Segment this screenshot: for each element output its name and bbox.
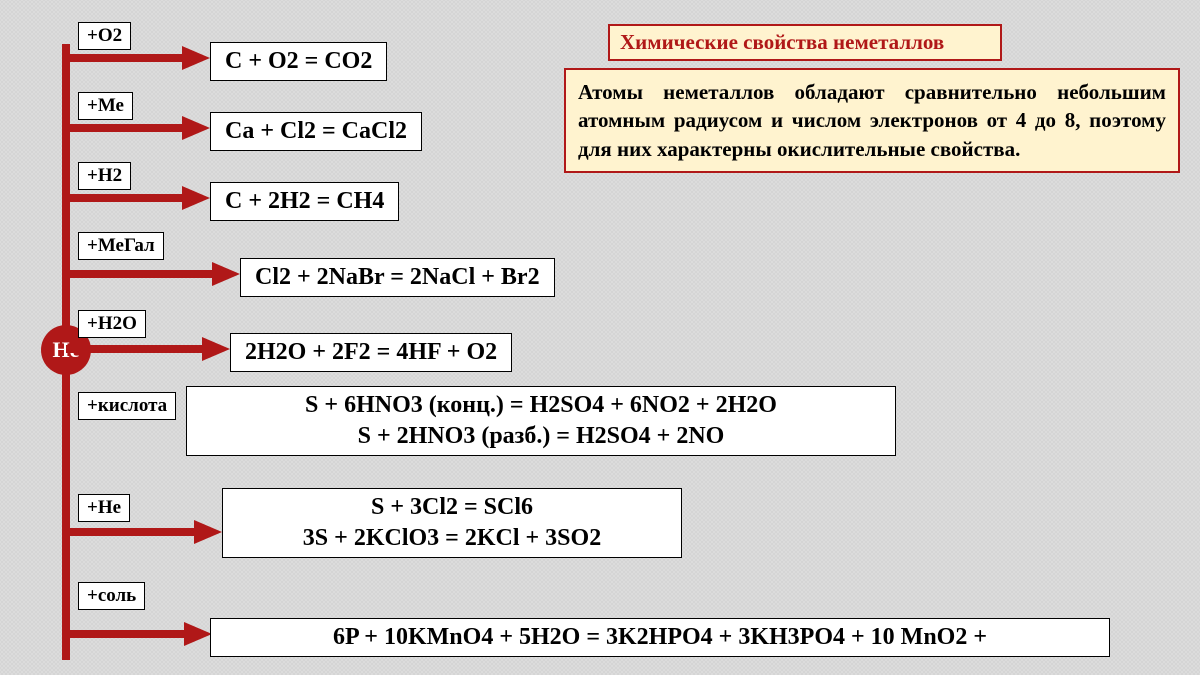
- category-label: +соль: [87, 585, 136, 606]
- category-box: +H2O: [78, 310, 146, 338]
- branch-arrow-line: [66, 54, 184, 62]
- branch-arrow-line: [66, 124, 184, 132]
- equation-text: 6P + 10KMnO4 + 5H2O = 3K2HPO4 + 3KH3PO4 …: [333, 624, 987, 650]
- branch-arrow-line: [66, 528, 196, 536]
- equation-box: 6P + 10KMnO4 + 5H2O = 3K2HPO4 + 3KH3PO4 …: [210, 618, 1110, 657]
- equation-box: Ca + Cl2 = CaCl2: [210, 112, 422, 151]
- description-box: Атомы неметаллов обладают сравнительно н…: [564, 68, 1180, 173]
- equation-box: Cl2 + 2NaBr = 2NaCl + Br2: [240, 258, 555, 297]
- branch-arrow-head: [184, 622, 212, 646]
- equation-box: С + О2 = СО2: [210, 42, 387, 81]
- branch-arrow-head: [182, 46, 210, 70]
- branch-arrow-line: [66, 345, 204, 353]
- branch-arrow-line: [66, 630, 186, 638]
- branch-arrow-head: [182, 116, 210, 140]
- category-label: +H2O: [87, 313, 137, 334]
- equation-box: S + 3Cl2 = SCl6 3S + 2KClO3 = 2KCl + 3SO…: [222, 488, 682, 558]
- branch-arrow-head: [202, 337, 230, 361]
- title-text: Химические свойства неметаллов: [620, 30, 944, 54]
- title-box: Химические свойства неметаллов: [608, 24, 1002, 61]
- category-box: +МеГал: [78, 232, 164, 260]
- equation-text: Cl2 + 2NaBr = 2NaCl + Br2: [255, 264, 540, 290]
- category-box: +соль: [78, 582, 145, 610]
- category-label: +Не: [87, 497, 121, 518]
- branch-arrow-head: [212, 262, 240, 286]
- category-label: +кислота: [87, 395, 167, 416]
- equation-box: С + 2Н2 = СН4: [210, 182, 399, 221]
- category-box: +Ме: [78, 92, 133, 120]
- category-box: +Не: [78, 494, 130, 522]
- category-label: +Ме: [87, 95, 124, 116]
- category-box: +Н2: [78, 162, 131, 190]
- branch-arrow-head: [194, 520, 222, 544]
- equation-text: Ca + Cl2 = CaCl2: [225, 118, 407, 144]
- category-label: +МеГал: [87, 235, 155, 256]
- category-label: +Н2: [87, 165, 122, 186]
- equation-box: 2H2O + 2F2 = 4HF + O2: [230, 333, 512, 372]
- equation-text: 2H2O + 2F2 = 4HF + O2: [245, 339, 497, 365]
- equation-text: S + 3Cl2 = SCl6 3S + 2KClO3 = 2KCl + 3SO…: [303, 494, 601, 551]
- category-label: +О2: [87, 25, 122, 46]
- description-text: Атомы неметаллов обладают сравнительно н…: [578, 80, 1166, 161]
- branch-arrow-head: [182, 186, 210, 210]
- category-box: +кислота: [78, 392, 176, 420]
- category-box: +О2: [78, 22, 131, 50]
- branch-arrow-line: [66, 194, 184, 202]
- equation-box: S + 6HNO3 (конц.) = H2SO4 + 6NO2 + 2H2O …: [186, 386, 896, 456]
- equation-text: С + 2Н2 = СН4: [225, 188, 384, 214]
- equation-text: С + О2 = СО2: [225, 48, 372, 74]
- branch-arrow-line: [66, 270, 214, 278]
- equation-text: S + 6HNO3 (конц.) = H2SO4 + 6NO2 + 2H2O …: [305, 392, 777, 449]
